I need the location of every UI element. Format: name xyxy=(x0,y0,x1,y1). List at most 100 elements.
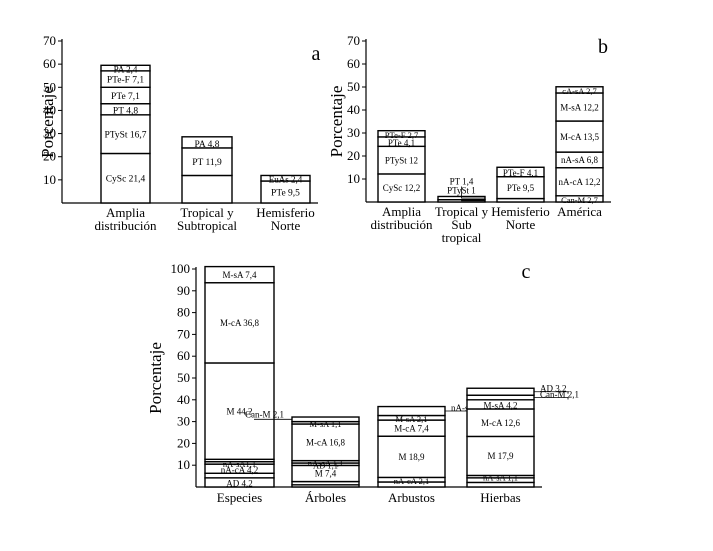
segment-label: PTe-F 4,1 xyxy=(503,168,538,178)
bar-segment xyxy=(555,92,604,122)
segment-label: nA-cA 2,1 xyxy=(394,476,429,486)
chart-panel-b: 10 20 30 40 50 60 70 Porcentaje b CySc 12,2 PTySt … xyxy=(327,33,611,245)
segment-label: M 7,4 xyxy=(315,469,337,479)
segment-label: AD 1,1 xyxy=(313,460,338,470)
segment-label: CySc 12,2 xyxy=(383,183,421,193)
bar-segment xyxy=(260,174,311,182)
bar-segment xyxy=(181,174,233,204)
category-label: Arbustos xyxy=(388,490,435,505)
segment-label: AD 3,2 xyxy=(540,384,567,394)
bar-segment xyxy=(181,136,233,149)
y-tick-label: 40 xyxy=(347,102,360,117)
segment-label: nA-sA1,1 xyxy=(223,459,256,469)
category-label: América xyxy=(557,204,602,219)
panel-letter: b xyxy=(598,36,608,58)
bar-segment xyxy=(466,387,535,396)
segment-label: PTe 4,1 xyxy=(388,138,415,148)
y-tick-label: 20 xyxy=(43,149,56,164)
y-tick-label: 20 xyxy=(347,148,360,163)
category-label: Norte xyxy=(271,218,301,233)
y-tick-label: 50 xyxy=(347,79,360,94)
panel-letter: c xyxy=(522,261,531,283)
bar-segment xyxy=(100,114,151,155)
segment-label: nA-sA 6,8 xyxy=(561,155,599,165)
segment-label: PA 4,8 xyxy=(195,140,220,150)
category-label: distribución xyxy=(370,217,433,232)
category-label: Especies xyxy=(217,490,262,505)
segment-label: CySc 21,4 xyxy=(106,175,146,185)
segment-label: EuAs 2,4 xyxy=(269,174,303,184)
segment-label: M-sA 2,1 xyxy=(395,414,427,424)
segment-label: M-cA 16,8 xyxy=(306,438,345,448)
segment-label: nA-cA 4,2 xyxy=(221,465,259,475)
segment-label: PT 1,4 xyxy=(450,176,474,186)
segment-label: PT 4,8 xyxy=(113,107,138,117)
bar-segment xyxy=(377,173,426,203)
segment-label: nA-sA 1,1 xyxy=(483,473,518,483)
y-axis-label: Porcentaje xyxy=(146,342,165,414)
y-tick-label: 40 xyxy=(43,102,56,117)
bar-segment xyxy=(204,265,275,284)
y-tick-label: 50 xyxy=(43,79,56,94)
bar-segment xyxy=(377,435,446,479)
segment-label: PTe 7,1 xyxy=(111,92,140,102)
segment-label: Can-M 2,1 xyxy=(245,409,284,419)
y-tick-label: 30 xyxy=(43,126,56,141)
leader-line xyxy=(461,186,485,199)
y-tick-label: 30 xyxy=(177,414,190,429)
segment-label: PTe 9,5 xyxy=(271,188,300,198)
y-tick-label: 40 xyxy=(177,392,190,407)
bar-segment xyxy=(466,408,535,438)
leader-line xyxy=(534,397,569,400)
y-tick-label: 70 xyxy=(43,33,56,48)
segment-label: PTe 9,5 xyxy=(507,183,535,193)
leader-line xyxy=(534,391,569,394)
segment-label: M-sA 1,1 xyxy=(309,419,341,429)
segment-label: M-cA 12,6 xyxy=(481,418,520,428)
category-label: Hemisferio xyxy=(491,204,549,219)
segment-label: PTe-F 7,1 xyxy=(107,75,145,85)
segment-label: M-cA 7,4 xyxy=(394,423,429,433)
segment-label: PA 2,4 xyxy=(114,64,138,74)
y-tick-label: 60 xyxy=(347,56,360,71)
category-label: distribución xyxy=(94,218,157,233)
bar-segment xyxy=(466,435,535,477)
y-axis-label: Porcentaje xyxy=(327,86,346,158)
segment-label: Can-M 2,1 xyxy=(540,390,579,400)
category-label: Sub xyxy=(451,217,471,232)
y-tick-label: 10 xyxy=(43,172,56,187)
category-label: Subtropical xyxy=(177,218,237,233)
bar-segment xyxy=(555,86,604,94)
y-tick-label: 60 xyxy=(177,348,190,363)
bar-segment xyxy=(181,147,233,177)
segment-label: Can-M 2,7 xyxy=(561,195,598,205)
category-label: Tropical y xyxy=(435,204,489,219)
bar-segment xyxy=(204,282,275,364)
category-label: Tropical y xyxy=(180,205,234,220)
y-axis-label: Porcentaje xyxy=(38,86,57,158)
bar-segment xyxy=(377,129,426,138)
bar-segment xyxy=(291,423,360,462)
chart-panel-c: 10 20 30 40 50 60 70 80 90 100 Porcentaje c AD 4,2 nA… xyxy=(146,261,579,505)
panel-letter: a xyxy=(312,43,321,65)
category-label: Amplia xyxy=(382,204,421,219)
segment-label: nA-cA 12,2 xyxy=(559,177,601,187)
segment-label: M 18,9 xyxy=(398,452,425,462)
y-tick-label: 70 xyxy=(177,326,190,341)
y-tick-label: 50 xyxy=(177,370,190,385)
bar-segment xyxy=(377,405,446,417)
category-label: Amplia xyxy=(106,205,145,220)
category-label: tropical xyxy=(442,230,482,245)
y-tick-label: 80 xyxy=(177,305,190,320)
segment-label: nA-cA 1,1 xyxy=(308,458,343,468)
y-tick-label: 10 xyxy=(347,171,360,186)
y-tick-label: 70 xyxy=(347,33,360,48)
bar-segment xyxy=(291,416,360,423)
category-label: Hemisferio xyxy=(256,205,314,220)
segment-label: PT 11,9 xyxy=(192,158,222,168)
category-label: Árboles xyxy=(305,490,346,505)
segment-label: M-sA 12,2 xyxy=(560,102,599,112)
bar-segment xyxy=(100,152,151,204)
segment-label: M-sA 7,4 xyxy=(222,270,257,280)
